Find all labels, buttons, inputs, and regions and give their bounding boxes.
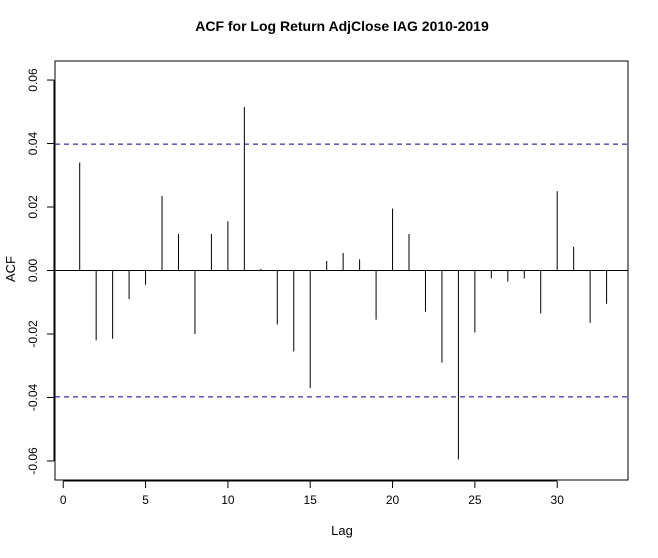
x-tick-label: 0 — [60, 493, 67, 507]
x-tick-label: 20 — [386, 493, 400, 507]
chart-title: ACF for Log Return AdjClose IAG 2010-201… — [195, 18, 489, 34]
y-tick-label: -0.06 — [26, 447, 40, 475]
y-axis-label: ACF — [3, 256, 18, 282]
y-tick-label: -0.02 — [26, 320, 40, 348]
y-tick-label: 0.04 — [26, 132, 40, 156]
x-axis: 0 5 10 15 20 25 30 — [60, 480, 565, 507]
y-tick-label: 0.06 — [26, 68, 40, 92]
x-tick-label: 15 — [304, 493, 318, 507]
y-tick-label: 0.00 — [26, 258, 40, 282]
x-tick-label: 10 — [221, 493, 235, 507]
y-axis: -0.06 -0.04 -0.02 0.00 0.02 0.04 0.06 — [26, 68, 55, 475]
y-tick-label: 0.02 — [26, 195, 40, 219]
acf-bars — [79, 107, 608, 460]
y-tick-label: -0.04 — [26, 383, 40, 411]
x-tick-label: 30 — [551, 493, 565, 507]
x-tick-label: 5 — [142, 493, 149, 507]
x-tick-label: 25 — [468, 493, 482, 507]
x-axis-label: Lag — [331, 523, 353, 538]
